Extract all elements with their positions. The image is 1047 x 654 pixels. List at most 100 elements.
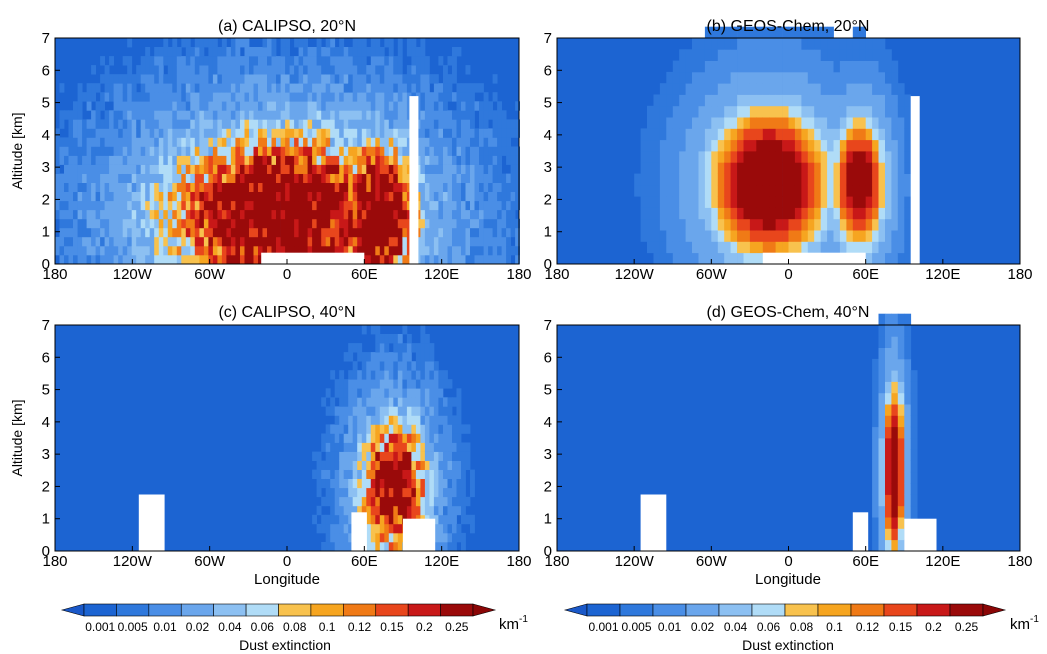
colorbar-left: 0.001 0.005 0.01 0.02 0.04 0.06 0.08 0.1 0.12 0.1… <box>60 603 528 653</box>
heatmap-cell <box>325 496 331 507</box>
heatmap-cell <box>388 424 394 434</box>
heatmap-cell <box>370 119 376 129</box>
heatmap-cell <box>794 71 802 84</box>
heatmap-cell <box>235 245 241 256</box>
heatmap-cell <box>330 442 336 452</box>
heatmap-cell <box>501 227 507 238</box>
heatmap-cell <box>316 128 322 138</box>
heatmap-cell <box>801 105 809 118</box>
heatmap-cell <box>429 406 435 416</box>
heatmap-cell <box>276 218 281 229</box>
heatmap-cell <box>474 236 480 247</box>
heatmap-cell <box>501 182 507 192</box>
heatmap-cell <box>208 128 214 138</box>
heatmap-cell <box>244 119 250 129</box>
heatmap-cell <box>199 164 205 174</box>
heatmap-cell <box>208 119 214 129</box>
heatmap-cell <box>235 47 241 57</box>
heatmap-cell <box>240 101 245 111</box>
heatmap-cell <box>384 406 390 416</box>
heatmap-cell <box>666 151 674 163</box>
heatmap-cell <box>212 119 218 129</box>
heatmap-cell <box>379 542 385 552</box>
heatmap-cell <box>904 347 912 360</box>
heatmap-cell <box>334 433 340 443</box>
heatmap-cell <box>370 65 376 75</box>
heatmap-cell <box>244 47 250 57</box>
heatmap-cell <box>361 164 367 174</box>
heatmap-cell <box>104 110 110 120</box>
heatmap-cell <box>253 65 259 75</box>
heatmap-cell <box>402 487 408 498</box>
heatmap-cell <box>679 218 686 231</box>
heatmap-cell <box>330 406 336 416</box>
heatmap-cell <box>388 47 394 57</box>
heatmap-cell <box>452 191 457 202</box>
heatmap-cell <box>194 146 200 156</box>
heatmap-cell <box>839 218 847 231</box>
heatmap-cell <box>885 151 892 163</box>
heatmap-cell <box>461 255 466 265</box>
heatmap-cell <box>95 128 101 138</box>
heatmap-cell <box>492 236 498 247</box>
heatmap-cell <box>276 164 281 174</box>
heatmap-cell <box>904 151 912 163</box>
heatmap-cell <box>64 218 69 229</box>
heatmap-cell <box>388 218 394 229</box>
heatmap-cell <box>388 505 394 516</box>
heatmap-cell <box>447 469 453 479</box>
heatmap-cell <box>140 137 146 147</box>
heatmap-cell <box>438 110 444 120</box>
heatmap-cell <box>307 227 313 238</box>
heatmap-cell <box>357 191 363 202</box>
heatmap-cell <box>666 252 674 265</box>
heatmap-cell <box>253 218 259 229</box>
heatmap-cell <box>316 523 322 534</box>
y-tick-label: 7 <box>42 30 50 47</box>
heatmap-cell <box>240 56 245 66</box>
heatmap-cell <box>443 191 448 202</box>
heatmap-cell <box>145 218 151 229</box>
heatmap-cell <box>118 110 124 120</box>
heatmap-cell <box>904 381 912 394</box>
heatmap-cell <box>163 128 169 138</box>
heatmap-cell <box>452 110 457 120</box>
heatmap-cell <box>253 164 259 174</box>
heatmap-cell <box>235 38 241 48</box>
colorbar-tick-label: 0.01 <box>153 620 177 634</box>
heatmap-cell <box>253 182 259 192</box>
heatmap-cell <box>109 182 114 192</box>
heatmap-cell <box>203 38 209 48</box>
heatmap-cell <box>393 128 399 138</box>
heatmap-cell <box>424 352 430 362</box>
heatmap-cell <box>878 528 886 541</box>
heatmap-cell <box>659 241 667 254</box>
heatmap-cell <box>801 241 809 254</box>
heatmap-cell <box>859 230 866 242</box>
heatmap-cell <box>461 496 466 507</box>
heatmap-cell <box>420 191 426 202</box>
heatmap-cell <box>424 469 430 479</box>
heatmap-cell <box>298 236 304 247</box>
heatmap-cell <box>253 56 259 66</box>
heatmap-cell <box>276 200 281 211</box>
heatmap-cell <box>479 128 484 138</box>
heatmap-cell <box>348 433 354 443</box>
heatmap-cell <box>307 173 313 183</box>
heatmap-cell <box>176 155 182 165</box>
heatmap-cell <box>501 128 507 138</box>
heatmap-cell <box>411 415 417 425</box>
heatmap-cell <box>438 397 444 407</box>
heatmap-cell <box>221 83 227 93</box>
heatmap-cell <box>483 227 489 238</box>
heatmap-cell <box>149 218 155 229</box>
heatmap-cell <box>470 478 475 489</box>
heatmap-cell <box>885 173 892 186</box>
heatmap-cell <box>176 128 182 138</box>
heatmap-cell <box>352 146 358 156</box>
heatmap-cell <box>897 539 905 552</box>
heatmap-cell <box>820 207 828 220</box>
heatmap-cell <box>73 255 78 265</box>
heatmap-cell <box>891 336 899 348</box>
heatmap-cell <box>447 83 453 93</box>
